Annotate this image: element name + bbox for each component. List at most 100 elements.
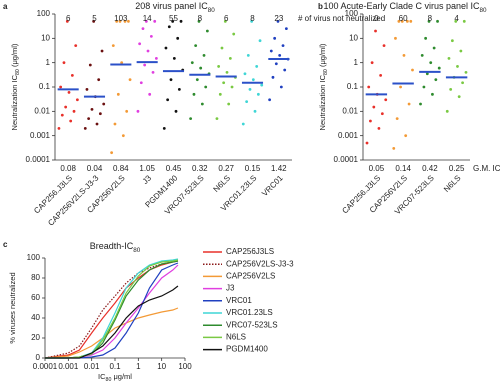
data-point bbox=[382, 44, 386, 48]
not-neutralized-count: 6 bbox=[66, 14, 71, 23]
data-point bbox=[380, 112, 384, 116]
data-point bbox=[395, 117, 399, 121]
data-point bbox=[60, 113, 64, 117]
data-point bbox=[100, 49, 104, 53]
gm-value: 0.15 bbox=[245, 164, 261, 173]
data-point bbox=[202, 53, 206, 57]
data-point bbox=[425, 72, 429, 76]
data-point bbox=[144, 19, 148, 23]
gm-label-part: G.M. IC bbox=[473, 164, 500, 173]
x-axis-label-part: 80 bbox=[106, 377, 112, 383]
not-neutralized-count: 60 bbox=[399, 14, 408, 23]
data-point bbox=[115, 19, 119, 23]
series-line bbox=[45, 285, 179, 359]
data-point bbox=[138, 42, 142, 46]
data-point bbox=[274, 62, 278, 66]
x-tick-label: 1 bbox=[136, 362, 141, 371]
y-tick-label: 10 bbox=[41, 33, 50, 42]
data-point bbox=[192, 92, 196, 96]
data-point bbox=[429, 61, 433, 65]
data-point bbox=[197, 19, 201, 23]
y-axis-label: Neutralization IC80 (μg/ml) bbox=[10, 43, 21, 130]
not-neutralized-count: 8 bbox=[428, 14, 433, 23]
y-tick-label: 0.01 bbox=[34, 106, 50, 115]
data-point bbox=[215, 117, 219, 121]
data-point bbox=[461, 81, 464, 85]
y-tick-label: 0.001 bbox=[30, 131, 51, 140]
data-point bbox=[365, 141, 369, 145]
data-point bbox=[246, 53, 250, 57]
data-point bbox=[227, 102, 231, 106]
data-point bbox=[450, 39, 454, 43]
not-neutralized-count: 0 bbox=[374, 14, 379, 23]
data-point bbox=[427, 19, 431, 23]
data-point bbox=[372, 105, 376, 109]
data-point bbox=[273, 36, 277, 40]
data-point bbox=[189, 117, 193, 121]
data-point bbox=[75, 98, 79, 102]
data-point bbox=[87, 117, 91, 121]
data-point bbox=[190, 61, 194, 65]
y-axis-label-part: % viruses neutralized bbox=[8, 272, 17, 343]
y-tick-label: 0.0001 bbox=[334, 155, 359, 164]
data-point bbox=[370, 61, 374, 65]
data-point bbox=[374, 29, 377, 33]
data-point bbox=[230, 85, 234, 89]
gm-value: 0.14 bbox=[395, 164, 411, 173]
data-point bbox=[153, 19, 157, 23]
data-point bbox=[128, 78, 132, 82]
data-point bbox=[223, 19, 227, 23]
chart-title-part: 100 Acute-Early Clade C virus panel IC bbox=[323, 1, 480, 11]
data-point bbox=[113, 122, 117, 126]
data-point bbox=[279, 85, 283, 89]
gm-value: 0.04 bbox=[87, 164, 103, 173]
data-point bbox=[462, 19, 466, 23]
data-point bbox=[394, 36, 397, 40]
data-point bbox=[118, 19, 122, 23]
data-point bbox=[123, 19, 127, 23]
data-point bbox=[228, 56, 232, 60]
data-point bbox=[166, 98, 170, 102]
data-point bbox=[65, 19, 69, 23]
chart-title: 100 Acute-Early Clade C virus panel IC80 bbox=[323, 1, 487, 14]
data-point bbox=[434, 78, 438, 82]
gm-value: 0.32 bbox=[192, 164, 208, 173]
data-point bbox=[57, 126, 61, 130]
not-neutralized-count: 14 bbox=[143, 14, 152, 23]
y-tick-label: 80 bbox=[31, 273, 40, 282]
data-point bbox=[424, 36, 428, 40]
data-point bbox=[397, 19, 401, 23]
data-point bbox=[256, 92, 260, 96]
data-point bbox=[222, 81, 226, 85]
data-point bbox=[102, 102, 106, 106]
data-point bbox=[384, 98, 388, 102]
data-point bbox=[205, 29, 209, 33]
chart-title-part: 80 bbox=[208, 7, 216, 14]
y-tick-label: 100 bbox=[27, 253, 41, 262]
x-tick-label: 0.1 bbox=[109, 362, 121, 371]
x-tick-label: 0.001 bbox=[58, 362, 79, 371]
data-point bbox=[243, 72, 247, 76]
data-point bbox=[409, 19, 413, 23]
data-point bbox=[407, 102, 411, 106]
data-point bbox=[281, 44, 285, 48]
data-point bbox=[445, 109, 449, 113]
data-point bbox=[70, 73, 74, 77]
data-point bbox=[126, 19, 130, 23]
data-point bbox=[177, 87, 181, 91]
data-point bbox=[143, 63, 147, 67]
series-line bbox=[45, 262, 179, 359]
x-tick-label: 10 bbox=[157, 362, 166, 371]
chart-title-part: 208 virus panel IC bbox=[135, 1, 208, 11]
data-point bbox=[404, 134, 408, 138]
data-point bbox=[172, 56, 176, 60]
data-point bbox=[283, 68, 287, 72]
data-point bbox=[121, 134, 125, 138]
gm-value: 0.42 bbox=[422, 164, 438, 173]
data-point bbox=[125, 109, 129, 113]
legend-label: VRC01 bbox=[226, 296, 252, 305]
chart-title-part: Breadth-IC bbox=[90, 241, 134, 251]
data-point bbox=[195, 78, 199, 82]
data-point bbox=[420, 53, 424, 57]
data-point bbox=[98, 112, 102, 116]
